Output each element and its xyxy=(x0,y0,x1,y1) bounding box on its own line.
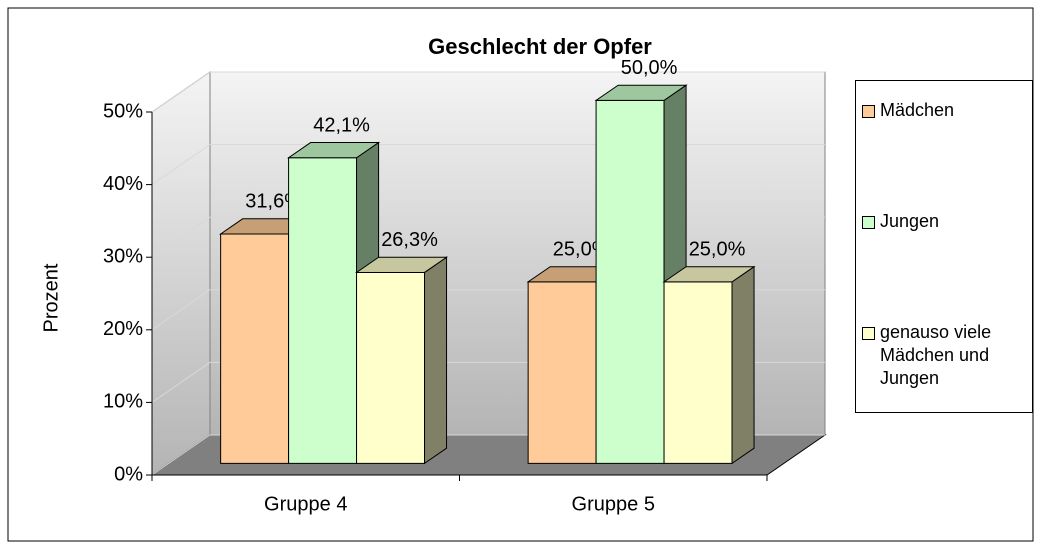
data-label: 26,3% xyxy=(381,229,438,251)
legend-label: genauso viele Mädchen und Jungen xyxy=(880,322,992,388)
data-label: 42,1% xyxy=(313,114,370,136)
bar-front xyxy=(288,157,358,464)
legend-label: Mädchen xyxy=(880,100,955,120)
bar-top xyxy=(662,266,756,283)
legend-swatch xyxy=(862,216,875,229)
y-tick-label: 20% xyxy=(103,318,143,340)
x-tick-label: Gruppe 4 xyxy=(264,493,347,515)
legend-label: Jungen xyxy=(880,211,940,231)
bar-front xyxy=(220,233,290,464)
bar-top xyxy=(594,84,688,101)
bar-side xyxy=(731,265,755,465)
x-tick-label: Gruppe 5 xyxy=(572,493,655,515)
bar xyxy=(662,265,756,465)
y-tick-label: 10% xyxy=(103,391,143,413)
legend-item: Jungen xyxy=(862,210,1032,233)
legend-swatch xyxy=(862,105,875,118)
bar-front xyxy=(595,99,665,464)
legend-item: Mädchen xyxy=(862,99,1032,122)
y-tick-label: 0% xyxy=(114,463,143,485)
grid-line xyxy=(151,71,825,113)
bar-front xyxy=(527,281,597,464)
legend-item: genauso viele Mädchen und Jungen xyxy=(862,321,1032,390)
chart-title: Geschlecht der Opfer xyxy=(428,34,652,59)
bar-front xyxy=(663,281,733,464)
side-wall xyxy=(151,71,211,476)
data-label: 31,6% xyxy=(245,191,302,213)
y-tick-label: 50% xyxy=(103,100,143,122)
bar-side xyxy=(424,256,448,465)
data-label: 50,0% xyxy=(621,57,678,79)
data-label: 25,0% xyxy=(689,239,746,261)
y-axis-label: Prozent xyxy=(40,263,62,332)
bar-front xyxy=(356,271,426,464)
bar-top xyxy=(286,142,381,159)
legend-swatch xyxy=(862,327,875,340)
bar-top xyxy=(354,256,449,273)
data-label: 25,0% xyxy=(553,239,610,261)
y-tick-label: 40% xyxy=(103,173,143,195)
y-tick-label: 30% xyxy=(103,245,143,267)
bar xyxy=(354,256,449,465)
legend: Mädchen Jungen genauso viele Mädchen und J… xyxy=(855,80,1033,413)
